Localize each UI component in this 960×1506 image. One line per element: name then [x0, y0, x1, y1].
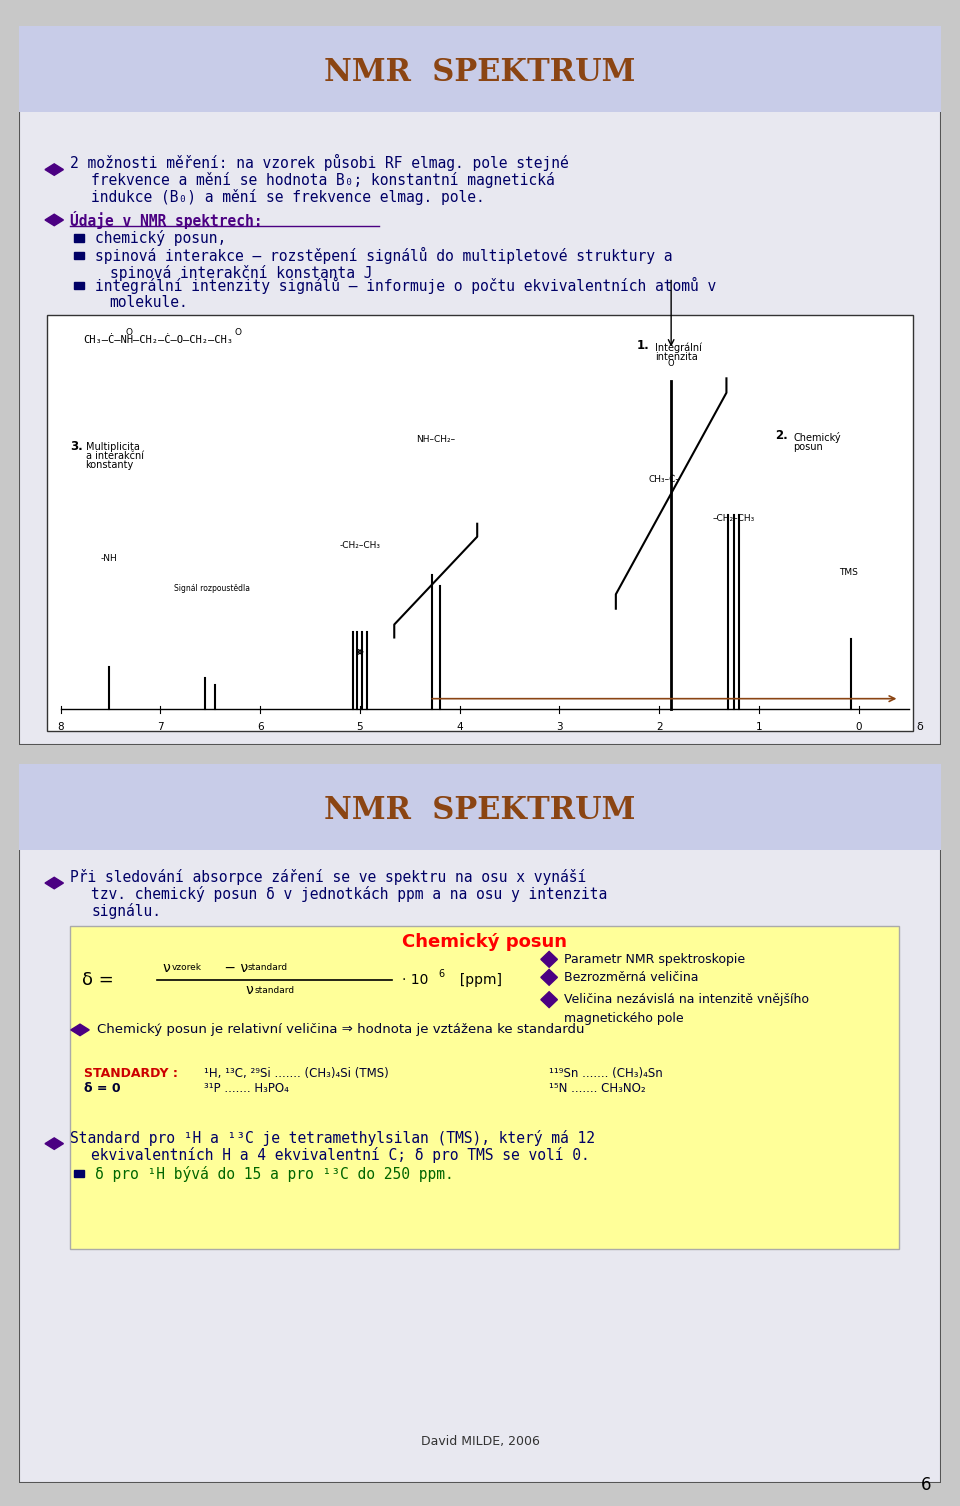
Text: a interakční: a interakční [85, 452, 144, 461]
Polygon shape [75, 235, 84, 241]
Text: Signál rozpoustědla: Signál rozpoustědla [174, 584, 250, 593]
Text: CH₃–Ċ–NH–CH₂–Ċ–O–CH₂–CH₃: CH₃–Ċ–NH–CH₂–Ċ–O–CH₂–CH₃ [84, 336, 233, 345]
Text: ³¹P ....... H₃PO₄: ³¹P ....... H₃PO₄ [204, 1083, 288, 1095]
Text: Integrální: Integrální [655, 342, 702, 352]
Polygon shape [45, 164, 63, 175]
Text: Parametr NMR spektroskopie: Parametr NMR spektroskopie [564, 953, 745, 965]
Text: integrální intenzity signálů – informuje o počtu ekvivalentních atomů v: integrální intenzity signálů – informuje… [95, 277, 716, 294]
Text: [ppm]: [ppm] [450, 973, 501, 986]
Text: Multiplicita: Multiplicita [85, 441, 139, 452]
Text: Chemický posun je relativní veličina ⇒ hodnota je vztážena ke standardu: Chemický posun je relativní veličina ⇒ h… [97, 1024, 584, 1036]
Text: 3.: 3. [70, 440, 83, 453]
Text: –CH₂–CH₃: –CH₂–CH₃ [713, 514, 756, 523]
Text: − ν: − ν [220, 961, 249, 974]
Text: spinová interakce – rozstěpení signálů do multipletové struktury a: spinová interakce – rozstěpení signálů d… [95, 247, 672, 264]
Text: NMR  SPEKTRUM: NMR SPEKTRUM [324, 795, 636, 825]
FancyBboxPatch shape [70, 926, 900, 1250]
Text: 1: 1 [756, 723, 762, 732]
Text: Údaje v NMR spektrech:: Údaje v NMR spektrech: [70, 211, 262, 229]
Polygon shape [75, 1170, 84, 1178]
Text: Při sledování absorpce záření se ve spektru na osu x vynáší: Při sledování absorpce záření se ve spek… [70, 869, 587, 884]
Polygon shape [45, 214, 63, 226]
Text: posun: posun [793, 441, 823, 452]
Text: 6: 6 [257, 723, 263, 732]
Text: 0: 0 [855, 723, 862, 732]
Text: signálu.: signálu. [91, 904, 161, 919]
Text: 1.: 1. [636, 339, 649, 352]
Text: ekvivalentních H a 4 ekvivalentní C; δ pro TMS se volí 0.: ekvivalentních H a 4 ekvivalentní C; δ p… [91, 1148, 589, 1163]
Text: TMS: TMS [839, 568, 858, 577]
Text: molekule.: molekule. [109, 295, 188, 310]
Polygon shape [45, 1139, 63, 1149]
FancyBboxPatch shape [19, 764, 941, 849]
Text: CH₃–Ċ–: CH₃–Ċ– [649, 474, 681, 483]
Text: δ: δ [916, 723, 923, 732]
FancyBboxPatch shape [19, 26, 941, 111]
Text: standard: standard [248, 964, 288, 973]
Text: O: O [235, 328, 242, 337]
Polygon shape [540, 970, 558, 985]
Polygon shape [75, 282, 84, 289]
Text: standard: standard [254, 985, 295, 994]
Text: 6: 6 [439, 970, 444, 979]
Text: -CH₂–CH₃: -CH₂–CH₃ [340, 541, 380, 550]
Text: δ pro ¹H bývá do 15 a pro ¹³C do 250 ppm.: δ pro ¹H bývá do 15 a pro ¹³C do 250 ppm… [95, 1166, 453, 1182]
Text: 7: 7 [157, 723, 164, 732]
Text: magnetického pole: magnetického pole [564, 1012, 684, 1026]
Text: 6: 6 [921, 1476, 931, 1494]
Text: intenzita: intenzita [655, 352, 698, 361]
Text: 2 možnosti měření: na vzorek působi RF elmag. pole stejné: 2 možnosti měření: na vzorek působi RF e… [70, 154, 568, 170]
Text: spinová interakční konstanta J: spinová interakční konstanta J [109, 265, 372, 280]
Text: konstanty: konstanty [85, 461, 133, 470]
FancyBboxPatch shape [19, 764, 941, 1483]
Text: indukce (B₀) a mění se frekvence elmag. pole.: indukce (B₀) a mění se frekvence elmag. … [91, 188, 485, 205]
Text: 8: 8 [58, 723, 64, 732]
FancyBboxPatch shape [19, 26, 941, 745]
Text: ν: ν [245, 983, 252, 997]
Polygon shape [71, 1024, 89, 1036]
Text: 2: 2 [656, 723, 662, 732]
Text: 4: 4 [456, 723, 463, 732]
Text: vzorek: vzorek [171, 964, 202, 973]
Text: O: O [668, 360, 675, 369]
Text: δ =: δ = [82, 970, 113, 988]
Text: ν: ν [162, 961, 170, 974]
Text: Chemický posun: Chemický posun [402, 934, 567, 952]
Text: Chemický: Chemický [793, 432, 841, 443]
Text: NMR  SPEKTRUM: NMR SPEKTRUM [324, 57, 636, 87]
Text: Bezrozměrná veličina: Bezrozměrná veličina [564, 971, 698, 983]
Text: NH–CH₂–: NH–CH₂– [417, 435, 455, 444]
Text: ¹¹⁹Sn ....... (CH₃)₄Sn: ¹¹⁹Sn ....... (CH₃)₄Sn [549, 1066, 662, 1080]
Text: 3: 3 [556, 723, 563, 732]
Text: Veličina nezávislá na intenzitě vnějšího: Veličina nezávislá na intenzitě vnějšího [564, 992, 809, 1006]
Text: frekvence a mění se hodnota B₀; konstantní magnetická: frekvence a mění se hodnota B₀; konstant… [91, 172, 555, 188]
Text: Standard pro ¹H a ¹³C je tetramethylsilan (TMS), který má 12: Standard pro ¹H a ¹³C je tetramethylsila… [70, 1130, 595, 1146]
Text: chemický posun,: chemický posun, [95, 230, 226, 245]
Text: ¹⁵N ....... CH₃NO₂: ¹⁵N ....... CH₃NO₂ [549, 1083, 646, 1095]
Text: O: O [125, 328, 132, 337]
Text: 5: 5 [356, 723, 363, 732]
Text: tzv. chemický posun δ v jednotkách ppm a na osu y intenzita: tzv. chemický posun δ v jednotkách ppm a… [91, 886, 608, 902]
Polygon shape [540, 952, 558, 967]
Text: 2.: 2. [775, 429, 787, 443]
Text: · 10: · 10 [401, 973, 428, 986]
Polygon shape [75, 252, 84, 259]
Polygon shape [540, 992, 558, 1008]
Text: ¹H, ¹³C, ²⁹Si ....... (CH₃)₄Si (TMS): ¹H, ¹³C, ²⁹Si ....... (CH₃)₄Si (TMS) [204, 1066, 388, 1080]
Polygon shape [45, 878, 63, 889]
Text: -NH: -NH [100, 554, 117, 563]
Text: David MILDE, 2006: David MILDE, 2006 [420, 1435, 540, 1449]
FancyBboxPatch shape [47, 315, 913, 730]
Text: δ = 0: δ = 0 [84, 1083, 120, 1095]
Text: STANDARDY :: STANDARDY : [84, 1066, 178, 1080]
